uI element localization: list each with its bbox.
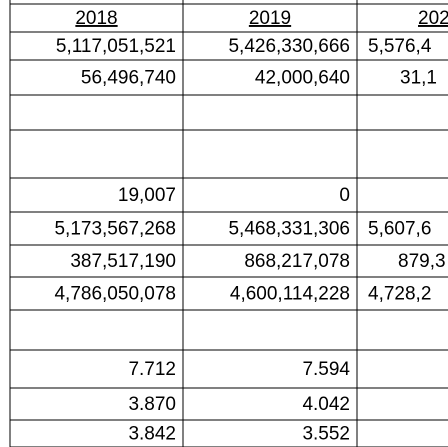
cell: 31,1 xyxy=(400,68,437,89)
column-header: 2019 xyxy=(249,8,291,29)
cell: 7.594 xyxy=(302,359,350,380)
cell: 879,3 xyxy=(398,251,446,272)
cell: 4,728,2 xyxy=(368,284,431,305)
cell: 5,576,4 xyxy=(368,36,432,57)
cell: 56,496,740 xyxy=(81,68,176,89)
cell: 5,173,567,268 xyxy=(54,219,176,240)
cell: 5,117,051,521 xyxy=(56,36,176,57)
cell: 3.870 xyxy=(128,394,176,415)
cell: 5,426,330,666 xyxy=(228,36,350,57)
cell: 7.712 xyxy=(128,359,176,380)
column-header: 202 xyxy=(418,8,448,29)
grid: 2018 2019 202 5,117,051,521 5,426,330,666 5,5… xyxy=(9,0,448,447)
cell: 4,786,050,078 xyxy=(54,284,176,305)
cell: 4.042 xyxy=(302,394,350,415)
column-header: 2018 xyxy=(75,8,117,29)
cell: 5,607,6 xyxy=(368,219,431,240)
cell: 387,517,190 xyxy=(70,251,176,272)
cell: 19,007 xyxy=(118,185,176,206)
cell: 0 xyxy=(339,185,350,206)
cell: 3.552 xyxy=(302,424,350,445)
cell: 42,000,640 xyxy=(255,68,350,89)
cell: 3.842 xyxy=(128,424,176,445)
cell: 868,217,078 xyxy=(244,251,350,272)
cell: 5,468,331,306 xyxy=(228,219,350,240)
cell: 4,600,114,228 xyxy=(230,284,350,305)
